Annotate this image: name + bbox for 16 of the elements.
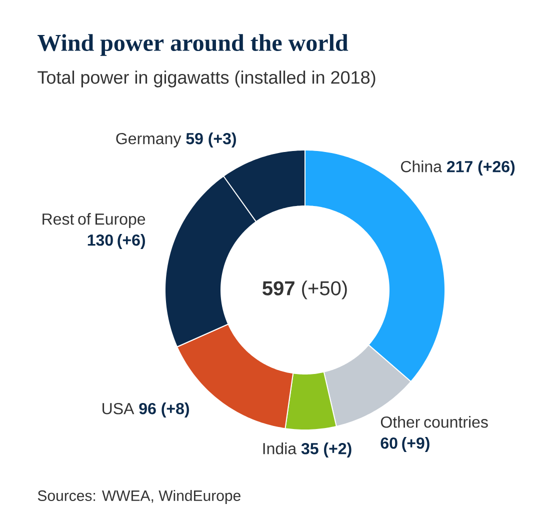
data-label: 59 (+3) bbox=[186, 132, 236, 148]
slice-label: USA bbox=[102, 402, 134, 414]
data-label: 96 (+8) bbox=[139, 402, 189, 418]
chart-subtitle: Total power in gigawatts (installed in 2018) bbox=[38, 70, 376, 88]
slice-label: India bbox=[263, 442, 297, 454]
slice-label: Rest of Europe bbox=[42, 213, 146, 228]
slice-label: Germany bbox=[116, 132, 182, 148]
chart-title: Wind power around the world bbox=[38, 34, 348, 56]
data-label: 217 (+26) bbox=[447, 160, 515, 176]
data-label: 130 (+6) bbox=[88, 234, 145, 249]
text: 597 (+50) bbox=[262, 280, 347, 300]
source-note: Sources: WWEA, WindEurope bbox=[38, 490, 240, 504]
slice-label: China bbox=[401, 160, 442, 172]
data-label: 35 (+2) bbox=[301, 442, 352, 458]
data-label: 60 (+9) bbox=[380, 437, 430, 452]
slice-label: Other countries bbox=[380, 416, 488, 428]
